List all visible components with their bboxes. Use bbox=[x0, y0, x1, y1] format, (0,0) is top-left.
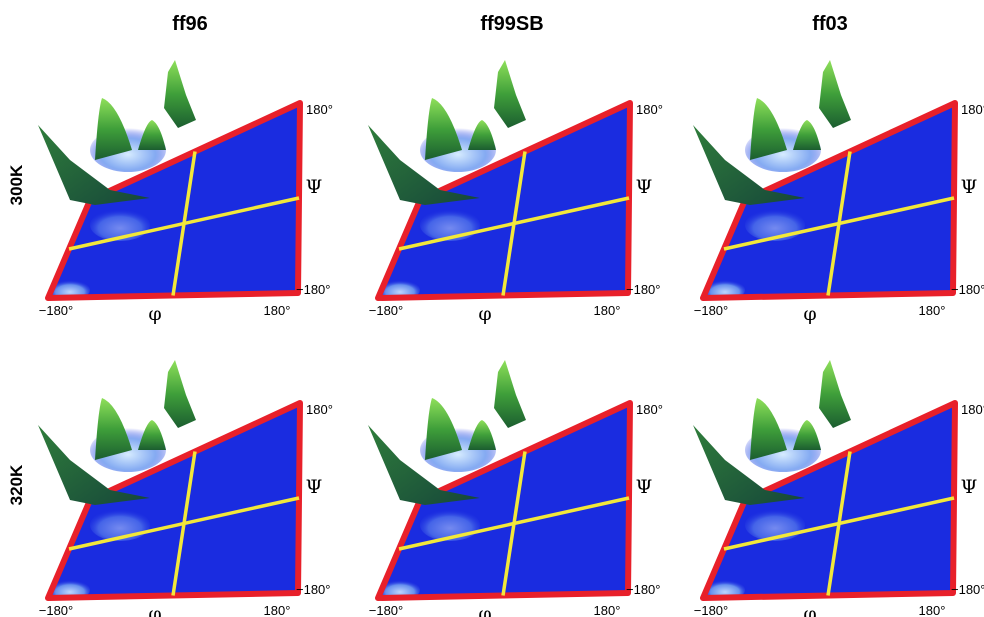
column-title-ff96: ff96 bbox=[172, 13, 208, 35]
phi-tick-min: −180° bbox=[694, 303, 728, 318]
energy-plane bbox=[48, 103, 300, 298]
psi-zero-line bbox=[68, 496, 300, 551]
psi-tick-min: −180° bbox=[951, 282, 984, 297]
alpha-peak bbox=[164, 60, 196, 128]
phi-tick-max: 180° bbox=[594, 303, 621, 318]
psi-zero-line bbox=[68, 196, 300, 251]
phi-tick-min: −180° bbox=[39, 603, 73, 617]
psi-tick-min: −180° bbox=[951, 582, 984, 597]
plane-frame bbox=[45, 100, 303, 301]
energy-peak bbox=[95, 98, 132, 160]
energy-plane bbox=[378, 403, 630, 598]
energy-peak bbox=[425, 398, 462, 460]
alpha-peak bbox=[164, 360, 196, 428]
energy-plane bbox=[378, 103, 630, 298]
energy-peak bbox=[793, 420, 821, 450]
psi-axis-label: Ψ bbox=[306, 476, 323, 498]
psi-tick-max: 180° bbox=[961, 102, 984, 117]
psi-axis-label: Ψ bbox=[636, 176, 653, 198]
psi-zero-line bbox=[398, 496, 630, 551]
alpha-peak bbox=[494, 360, 526, 428]
energy-peak bbox=[468, 120, 496, 150]
beta-ridge bbox=[368, 425, 480, 505]
psi-tick-min: −180° bbox=[296, 282, 330, 297]
energy-peak bbox=[138, 420, 166, 450]
phi-tick-max: 180° bbox=[594, 603, 621, 617]
phi-tick-min: −180° bbox=[369, 303, 403, 318]
energy-plane bbox=[48, 403, 300, 598]
energy-plane bbox=[703, 403, 955, 598]
psi-tick-max: 180° bbox=[636, 402, 663, 417]
phi-axis-label: φ bbox=[478, 303, 491, 325]
phi-tick-max: 180° bbox=[264, 303, 291, 318]
energy-peak bbox=[425, 98, 462, 160]
panel-r1-c0: 180° −180° Ψ −180° 180° φ bbox=[38, 360, 333, 617]
alpha-peak bbox=[494, 60, 526, 128]
energy-peak bbox=[468, 420, 496, 450]
plane-frame bbox=[700, 100, 958, 301]
psi-axis-label: Ψ bbox=[636, 476, 653, 498]
beta-ridge bbox=[693, 125, 805, 205]
psi-tick-min: −180° bbox=[626, 282, 660, 297]
psi-tick-max: 180° bbox=[306, 402, 333, 417]
plane-frame bbox=[375, 400, 633, 601]
beta-ridge bbox=[368, 125, 480, 205]
phi-tick-min: −180° bbox=[694, 603, 728, 617]
column-title-ff03: ff03 bbox=[812, 13, 848, 35]
beta-ridge bbox=[38, 425, 150, 505]
phi-axis-label: φ bbox=[148, 603, 161, 617]
psi-zero-line bbox=[723, 496, 955, 551]
psi-tick-max: 180° bbox=[961, 402, 984, 417]
panel-r1-c2: 180° −180° Ψ −180° 180° φ bbox=[693, 360, 984, 617]
phi-tick-max: 180° bbox=[919, 303, 946, 318]
psi-tick-max: 180° bbox=[636, 102, 663, 117]
psi-axis-label: Ψ bbox=[961, 476, 978, 498]
panel-r1-c1: 180° −180° Ψ −180° 180° φ bbox=[368, 360, 663, 617]
phi-tick-max: 180° bbox=[919, 603, 946, 617]
phi-tick-min: −180° bbox=[369, 603, 403, 617]
energy-peak bbox=[750, 398, 787, 460]
plane-frame bbox=[45, 400, 303, 601]
phi-axis-label: φ bbox=[803, 603, 816, 617]
psi-tick-max: 180° bbox=[306, 102, 333, 117]
psi-axis-label: Ψ bbox=[306, 176, 323, 198]
panel-grid: 180° −180° Ψ −180° 180° φ 180° −180° Ψ −180° 180° φ… bbox=[38, 60, 984, 617]
energy-plane bbox=[703, 103, 955, 298]
psi-tick-min: −180° bbox=[296, 582, 330, 597]
column-title-ff99sb: ff99SB bbox=[480, 13, 543, 35]
plane-frame bbox=[375, 100, 633, 301]
energy-peak bbox=[793, 120, 821, 150]
psi-axis-label: Ψ bbox=[961, 176, 978, 198]
energy-peak bbox=[138, 120, 166, 150]
psi-zero-line bbox=[723, 196, 955, 251]
psi-tick-min: −180° bbox=[626, 582, 660, 597]
plane-frame bbox=[700, 400, 958, 601]
phi-tick-max: 180° bbox=[264, 603, 291, 617]
panel-r0-c0: 180° −180° Ψ −180° 180° φ bbox=[38, 60, 333, 325]
energy-peak bbox=[750, 98, 787, 160]
phi-tick-min: −180° bbox=[39, 303, 73, 318]
psi-zero-line bbox=[398, 196, 630, 251]
beta-ridge bbox=[693, 425, 805, 505]
phi-axis-label: φ bbox=[478, 603, 491, 617]
phi-axis-label: φ bbox=[803, 303, 816, 325]
alpha-peak bbox=[819, 60, 851, 128]
panel-r0-c2: 180° −180° Ψ −180° 180° φ bbox=[693, 60, 984, 325]
phi-axis-label: φ bbox=[148, 303, 161, 325]
row-label-300k: 300K bbox=[7, 164, 26, 205]
beta-ridge bbox=[38, 125, 150, 205]
energy-peak bbox=[95, 398, 132, 460]
row-label-320k: 320K bbox=[7, 464, 26, 505]
alpha-peak bbox=[819, 360, 851, 428]
panel-r0-c1: 180° −180° Ψ −180° 180° φ bbox=[368, 60, 663, 325]
